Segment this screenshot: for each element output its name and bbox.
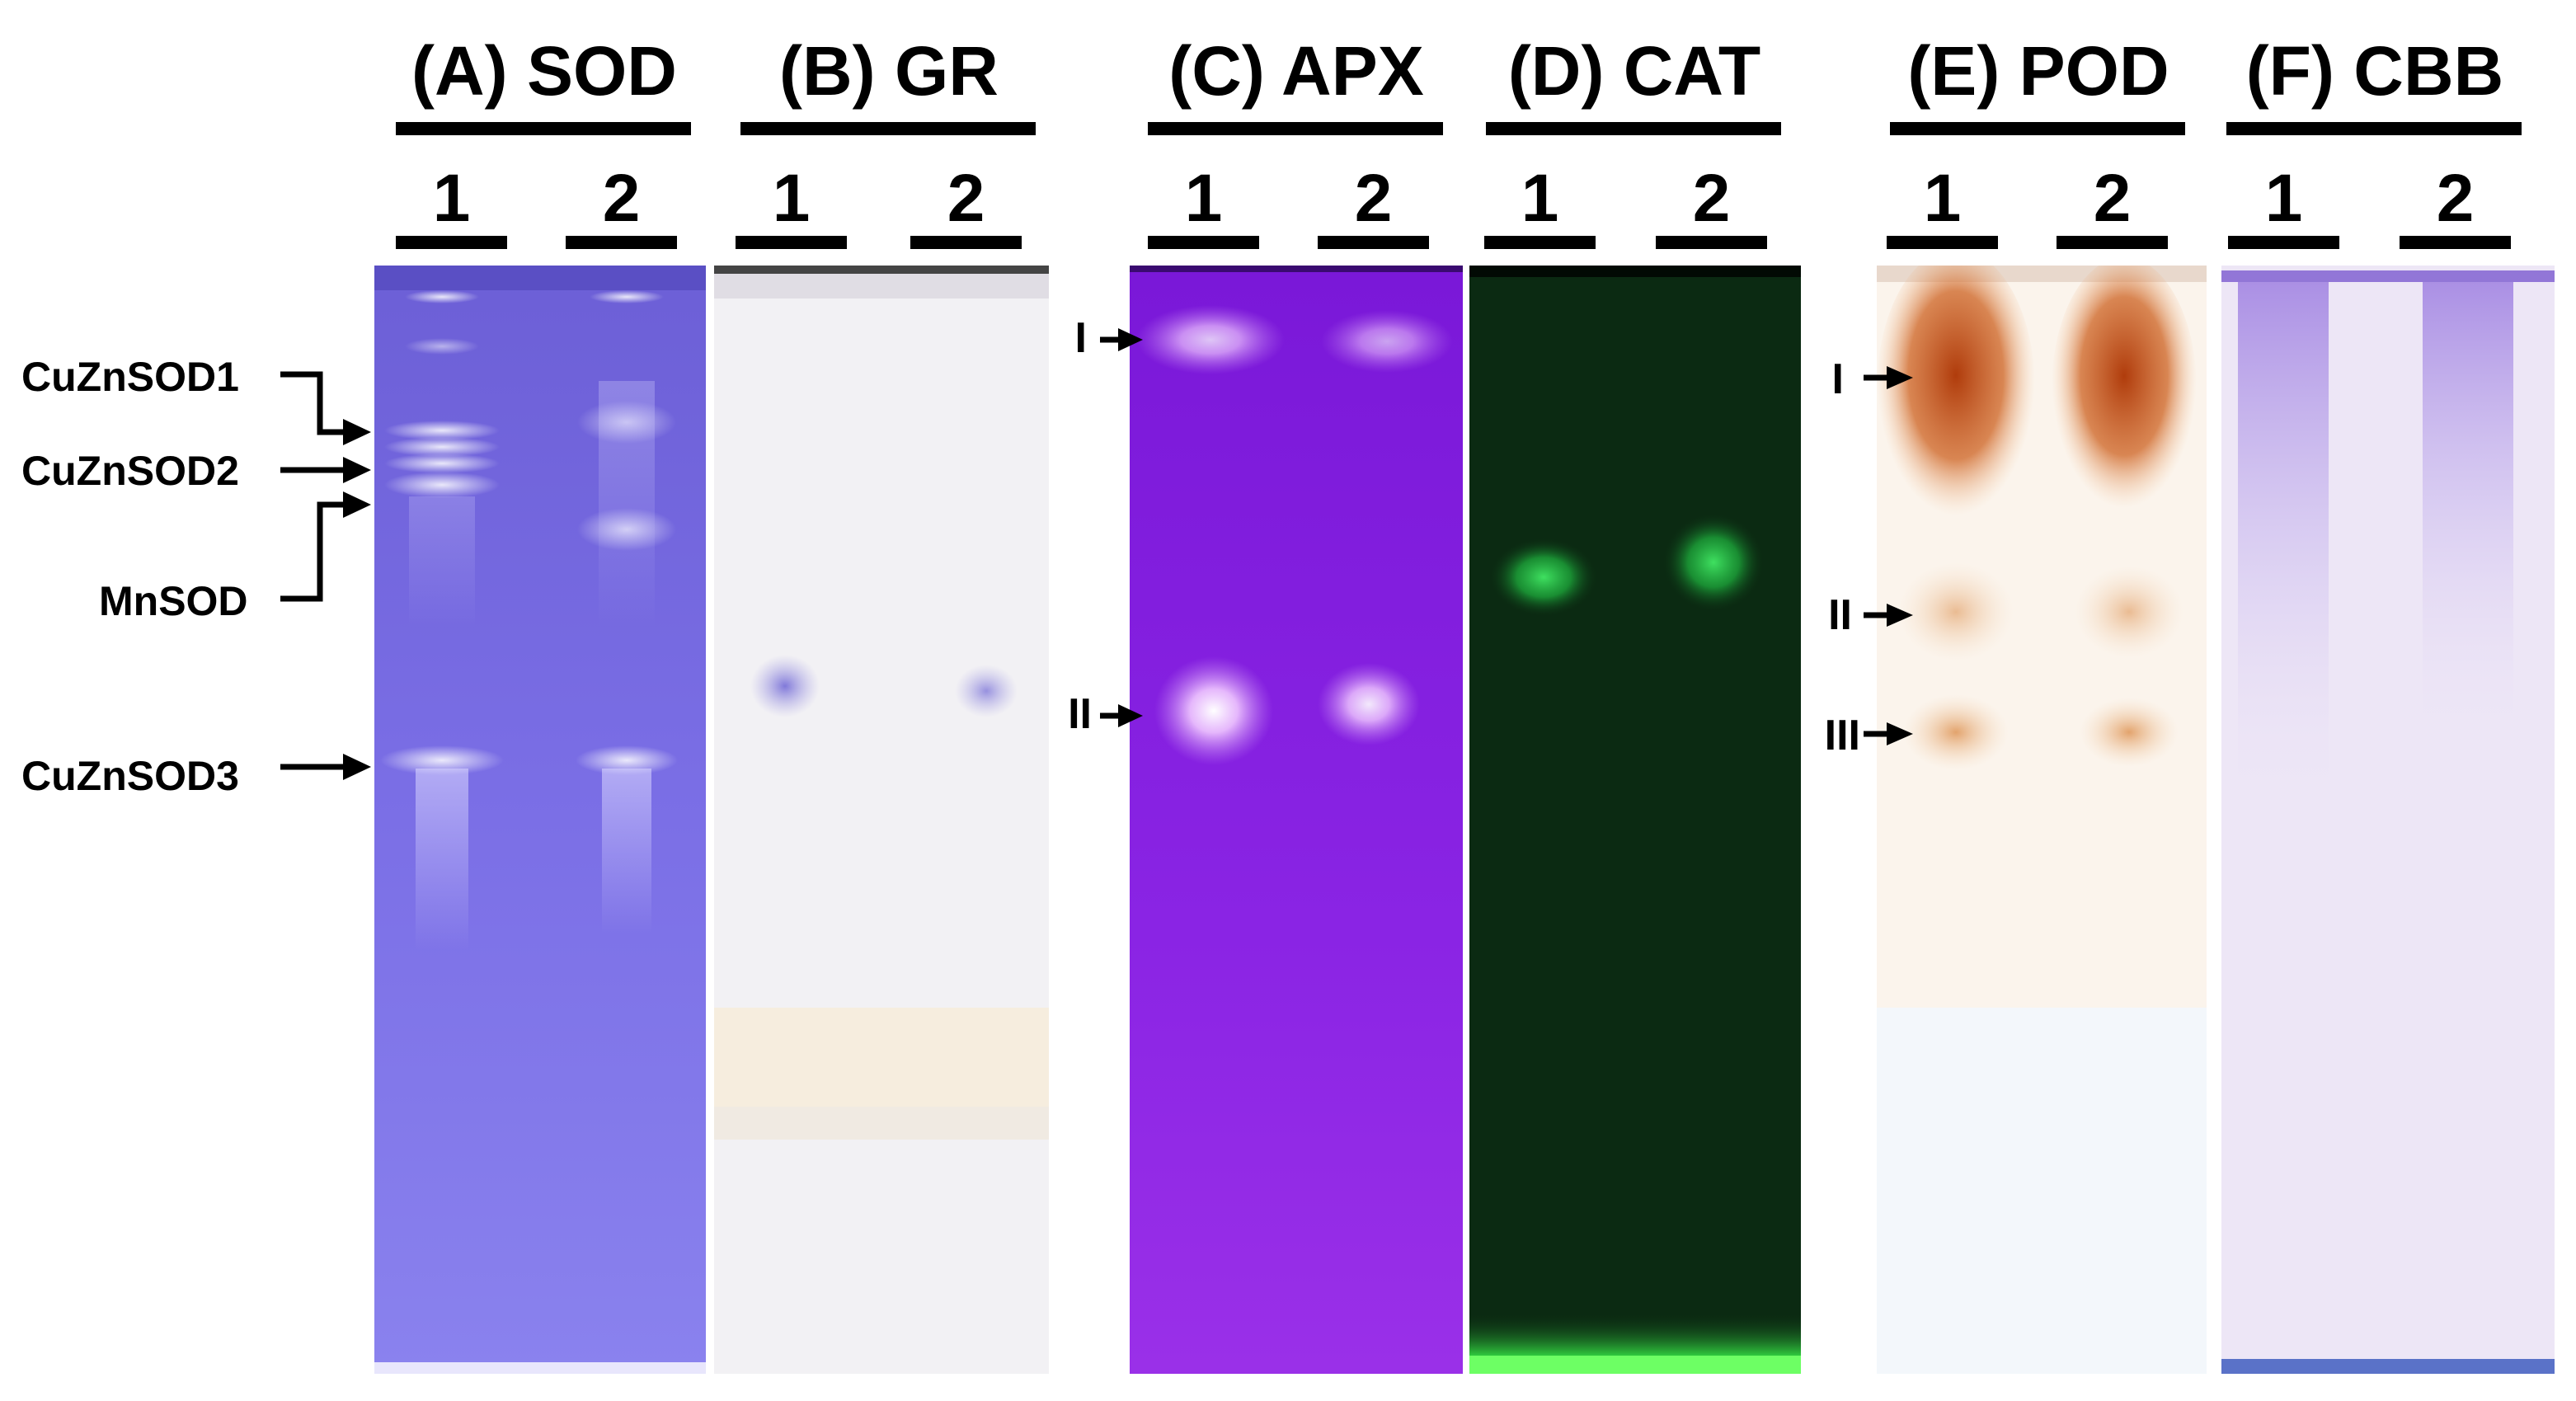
sod-arrows: [0, 0, 379, 825]
pod-band-iii-label: III: [1824, 712, 1860, 759]
label-cuznsod2: CuZnSOD2: [21, 448, 239, 494]
label-cuznsod3: CuZnSOD3: [21, 753, 239, 799]
pod-band-i-label: I: [1831, 355, 1844, 403]
panel-d-title: (D) CAT: [1507, 32, 1761, 110]
panel-c-lane-1-label: 1: [1184, 161, 1223, 236]
pod-band-ii-label: II: [1828, 591, 1852, 639]
apx-band-ii-label: II: [1068, 690, 1092, 738]
panel-e-lane-2-label: 2: [2093, 161, 2132, 236]
panel-e-title: (E) POD: [1907, 32, 2169, 110]
panel-e-lane-1-label: 1: [1923, 161, 1962, 236]
panel-b-lane-2-bar: [910, 236, 1022, 249]
panel-d-lane-1-label: 1: [1521, 161, 1559, 236]
panel-c-lane-1-bar: [1148, 236, 1259, 249]
label-cuznsod1: CuZnSOD1: [21, 354, 239, 400]
panel-d-lane-2-bar: [1656, 236, 1767, 249]
panel-f-lane-1-bar: [2228, 236, 2339, 249]
pod-arrows: [1860, 355, 1918, 767]
panel-f-title: (F) CBB: [2245, 32, 2504, 110]
panel-b-lane-2-label: 2: [947, 161, 985, 236]
panel-e-lane-2-bar: [2057, 236, 2168, 249]
panel-c-title: (C) APX: [1168, 32, 1424, 110]
panel-c-title-bar: [1148, 122, 1443, 135]
sod-gel: [374, 266, 706, 1374]
gr-gel: [714, 266, 1049, 1374]
pod-gel: [1877, 266, 2207, 1374]
panel-f-title-bar: [2226, 122, 2522, 135]
panel-d-lane-1-bar: [1484, 236, 1596, 249]
panel-f-lane-2-label: 2: [2436, 161, 2475, 236]
panel-b-title: (B) GR: [779, 32, 999, 110]
panel-f-lane-2-bar: [2400, 236, 2511, 249]
panel-b-lane-1-bar: [736, 236, 847, 249]
panel-d-lane-2-label: 2: [1692, 161, 1731, 236]
panel-a-title: (A) SOD: [411, 32, 677, 110]
apx-gel: [1130, 266, 1463, 1374]
panel-c-lane-2-bar: [1318, 236, 1429, 249]
panel-e-title-bar: [1890, 122, 2185, 135]
panel-c-lane-2-label: 2: [1354, 161, 1393, 236]
apx-band-i-label: I: [1074, 314, 1087, 362]
cat-gel: [1469, 266, 1801, 1374]
panel-a-lane-2-label: 2: [602, 161, 641, 236]
panel-f-lane-1-label: 1: [2264, 161, 2303, 236]
panel-a-title-bar: [396, 122, 691, 135]
apx-arrows: [1097, 313, 1146, 742]
panel-d-title-bar: [1486, 122, 1781, 135]
label-mnsod: MnSOD: [99, 578, 248, 624]
panel-b-lane-1-label: 1: [772, 161, 811, 236]
panel-e-lane-1-bar: [1887, 236, 1998, 249]
panel-a-lane-1-bar: [396, 236, 507, 249]
cbb-gel: [2221, 266, 2555, 1374]
panel-a-lane-2-bar: [566, 236, 677, 249]
panel-a-lane-1-label: 1: [432, 161, 471, 236]
panel-b-title-bar: [740, 122, 1036, 135]
